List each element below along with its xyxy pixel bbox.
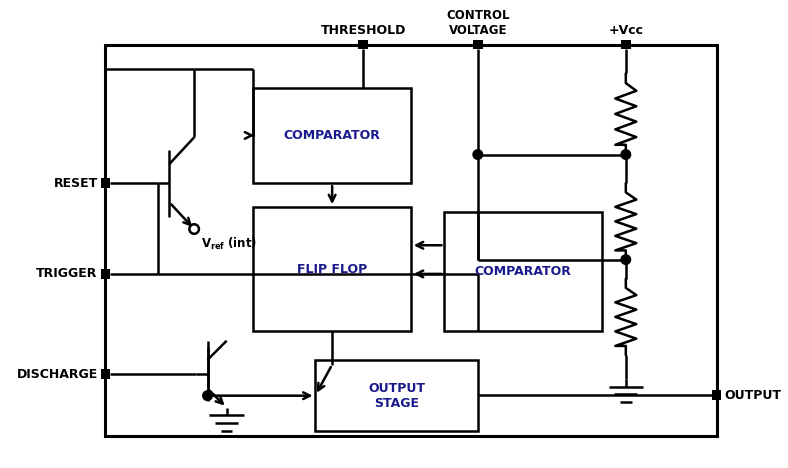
Bar — [359, 40, 368, 50]
Text: TRIGGER: TRIGGER — [36, 267, 98, 280]
Text: COMPARATOR: COMPARATOR — [284, 129, 381, 142]
Bar — [621, 40, 630, 50]
Bar — [101, 369, 110, 379]
Text: STAGE: STAGE — [374, 397, 419, 410]
Circle shape — [473, 150, 482, 159]
Text: OUTPUT: OUTPUT — [368, 381, 425, 395]
Circle shape — [203, 391, 212, 401]
Circle shape — [621, 150, 630, 159]
Bar — [712, 390, 721, 400]
Text: OUTPUT: OUTPUT — [724, 389, 781, 402]
Text: FLIP FLOP: FLIP FLOP — [297, 263, 367, 276]
Text: THRESHOLD: THRESHOLD — [321, 24, 406, 37]
Circle shape — [621, 255, 630, 264]
Bar — [315, 360, 478, 431]
Bar — [106, 45, 716, 436]
Text: CONTROL
VOLTAGE: CONTROL VOLTAGE — [446, 9, 510, 37]
Text: DISCHARGE: DISCHARGE — [17, 368, 98, 380]
Text: $\mathbf{V_{ref}}$$\mathbf{\ (int)}$: $\mathbf{V_{ref}}$$\mathbf{\ (int)}$ — [201, 236, 257, 252]
Text: +Vcc: +Vcc — [608, 24, 643, 37]
Bar — [101, 178, 110, 188]
Bar — [254, 207, 411, 331]
Bar — [444, 212, 602, 331]
Bar — [101, 269, 110, 278]
Text: RESET: RESET — [54, 177, 98, 190]
Bar — [254, 88, 411, 183]
Text: COMPARATOR: COMPARATOR — [474, 265, 571, 278]
Bar — [473, 40, 482, 50]
